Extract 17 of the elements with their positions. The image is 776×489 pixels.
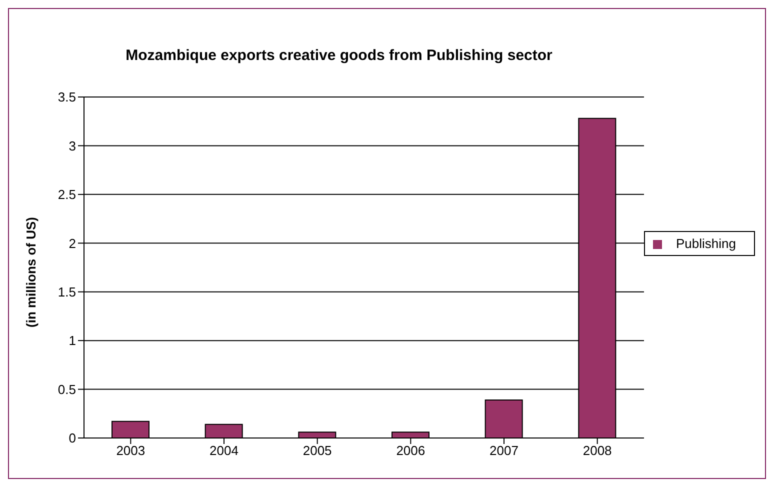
x-tick-label: 2006	[396, 443, 426, 458]
y-tick-label: 1.5	[58, 284, 76, 300]
y-tick-label: 0	[68, 430, 76, 446]
y-tick-label: 3	[68, 138, 76, 154]
y-tick-label: 1	[68, 333, 76, 348]
legend-label: Publishing	[676, 236, 736, 251]
x-tick-label: 2007	[490, 443, 518, 458]
y-tick-label: 0.5	[58, 382, 76, 397]
y-axis-title: (in millions of US)	[24, 217, 39, 328]
x-tick-label: 2003	[116, 443, 146, 458]
y-tick-label: 3.5	[58, 90, 76, 105]
x-tick-label: 2005	[302, 443, 332, 458]
chart-title: Mozambique exports creative goods from Publishing sector	[124, 47, 554, 64]
x-tick-label: 2008	[582, 443, 612, 458]
y-tick-label: 2.5	[58, 187, 76, 202]
y-tick-label: 2	[68, 236, 76, 251]
x-tick-label: 2004	[210, 443, 238, 458]
